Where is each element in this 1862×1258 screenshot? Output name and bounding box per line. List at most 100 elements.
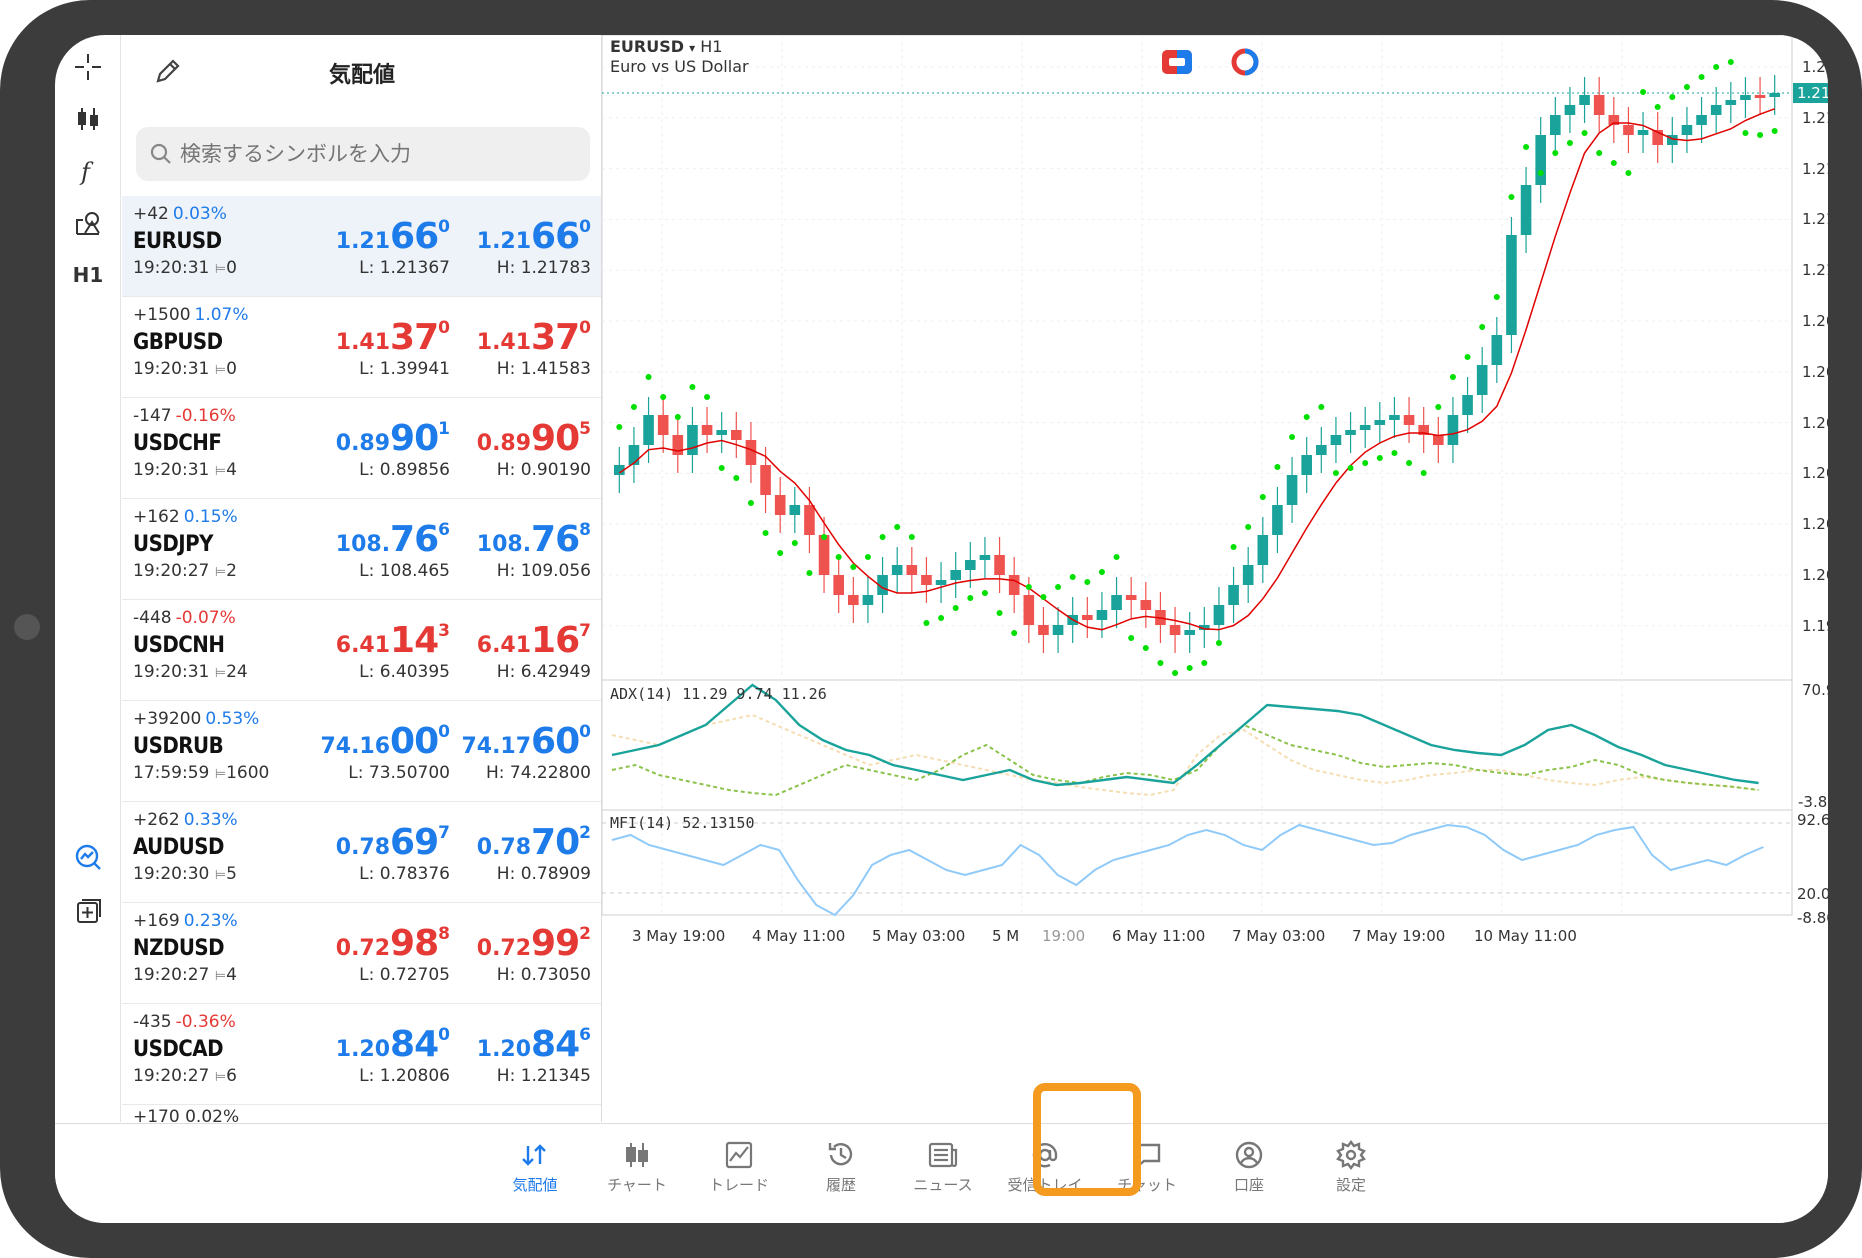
- ask-large: 37: [531, 317, 580, 358]
- low-price: L: 73.50700: [348, 763, 450, 783]
- spread-value: 2: [226, 561, 237, 581]
- sar-dot: [1376, 455, 1383, 461]
- quote-row[interactable]: +1500 1.07% GBPUSD 19:20:31 ⊨0 1.41370 1.4137…: [122, 297, 601, 398]
- ask-sup: 0: [579, 722, 591, 742]
- candle-body: [1140, 600, 1152, 610]
- signal-icon[interactable]: [1230, 47, 1260, 77]
- tab-news[interactable]: ニュース: [898, 1134, 988, 1214]
- price-tick: 1.20620: [1802, 413, 1828, 432]
- time-value: 19:20:27: [133, 965, 210, 985]
- bid-small: 0.78: [335, 835, 391, 860]
- sar-dot: [1055, 584, 1062, 590]
- sar-dot: [1201, 660, 1208, 666]
- quote-time: 19:20:30 ⊨5: [133, 864, 237, 884]
- chart-canvas[interactable]: [602, 35, 1828, 1122]
- quote-row[interactable]: -435 -0.36% USDCAD 19:20:27 ⊨6 1.20840 1.2084…: [122, 1004, 601, 1105]
- candle-body: [1520, 185, 1532, 235]
- change-points: +169: [133, 911, 180, 931]
- indicators-icon[interactable]: f: [64, 147, 112, 195]
- low-price: L: 0.72705: [359, 965, 450, 985]
- new-window-icon[interactable]: [64, 887, 112, 935]
- tab-history[interactable]: 履歴: [796, 1134, 886, 1214]
- candle-body: [1710, 105, 1722, 115]
- bid-small: 74.16: [320, 734, 391, 759]
- history-icon: [828, 1142, 853, 1166]
- quote-time: 19:20:27 ⊨6: [133, 1066, 237, 1086]
- tab-chart[interactable]: チャート: [592, 1134, 682, 1214]
- search-input[interactable]: [180, 142, 560, 166]
- candle-body: [1374, 420, 1386, 425]
- adx-label: ADX(14) 11.29 9.74 11.26: [610, 685, 827, 703]
- candle-body: [877, 575, 888, 595]
- quotes-list: +42 0.03% EURUSD 19:20:31 ⊨0 1.21660 1.21660 L…: [122, 196, 601, 1105]
- objects-icon[interactable]: [64, 199, 112, 247]
- quote-row[interactable]: +42 0.03% EURUSD 19:20:31 ⊨0 1.21660 1.21660 L…: [122, 196, 601, 297]
- pencil-icon[interactable]: [152, 55, 184, 87]
- candlestick-icon[interactable]: [64, 95, 112, 143]
- time-value: 19:20:31: [133, 662, 210, 682]
- chat-tab-highlight: [1033, 1083, 1141, 1196]
- candle-body: [760, 465, 771, 495]
- sar-dot: [762, 530, 769, 536]
- candle-body: [731, 430, 742, 440]
- spread-value: 24: [226, 662, 248, 682]
- quote-row[interactable]: -448 -0.07% USDCNH 19:20:31 ⊨24 6.41143 6.411…: [122, 600, 601, 701]
- high-price: H: 1.41583: [496, 359, 591, 379]
- candle-body: [1754, 95, 1766, 98]
- quote-row[interactable]: +39200 0.53% USDRUB 17:59:59 ⊨1600 74.16000 7…: [122, 701, 601, 802]
- spread-value: 5: [226, 864, 237, 884]
- ask-small: 0.78: [476, 835, 532, 860]
- symbol-search[interactable]: [136, 127, 590, 181]
- sar-dot: [1040, 594, 1047, 600]
- low-price: L: 1.21367: [359, 258, 450, 278]
- sar-dot: [1464, 354, 1471, 360]
- tab-account[interactable]: 口座: [1204, 1134, 1294, 1214]
- sar-dot: [1596, 150, 1603, 156]
- ask-sup: 0: [579, 318, 591, 338]
- bid-large: 14: [390, 620, 439, 661]
- ask-price: 1.21660: [477, 216, 591, 260]
- timeframe-button[interactable]: H1: [64, 251, 112, 299]
- timeframe-label: H1: [72, 263, 104, 287]
- bid-sup: 7: [438, 823, 450, 843]
- sar-dot: [645, 374, 652, 380]
- chart-symbol[interactable]: EURUSD ▾ H1: [610, 37, 722, 56]
- sar-dot: [1610, 160, 1617, 166]
- chart-area[interactable]: EURUSD ▾ H1 Euro vs US Dollar ADX(14) 11…: [602, 35, 1828, 1122]
- bid-small: 1.21: [335, 229, 391, 254]
- change-percent: -0.16%: [175, 406, 236, 426]
- quote-row[interactable]: +169 0.23% NZDUSD 19:20:27 ⊨4 0.72988 0.72992…: [122, 903, 601, 1004]
- tab-trade[interactable]: トレード: [694, 1134, 784, 1214]
- tab-settings[interactable]: 設定: [1306, 1134, 1396, 1214]
- bid-small: 108.: [335, 532, 391, 557]
- time-tick: 10 May 11:00: [1474, 927, 1577, 945]
- ask-price: 6.41167: [477, 620, 591, 664]
- time-tick: 7 May 19:00: [1352, 927, 1446, 945]
- mfi-tick-mid: 20.00000: [1797, 885, 1828, 903]
- tab-quotes[interactable]: 気配値: [490, 1134, 580, 1214]
- trade-chart-icon[interactable]: [64, 833, 112, 881]
- ask-small: 108.: [476, 532, 532, 557]
- quote-row[interactable]: -147 -0.16% USDCHF 19:20:31 ⊨4 0.89901 0.8990…: [122, 398, 601, 499]
- trade-icon: [725, 1141, 753, 1169]
- sar-dot: [1713, 64, 1720, 70]
- ask-large: 16: [531, 620, 580, 661]
- candle-body: [1359, 425, 1371, 430]
- candle-body: [1769, 93, 1780, 97]
- quote-change: +169 0.23%: [133, 911, 238, 931]
- quote-row[interactable]: +262 0.33% AUDUSD 19:20:30 ⊨5 0.78697 0.78702…: [122, 802, 601, 903]
- sar-dot: [791, 540, 798, 546]
- ask-large: 70: [531, 822, 580, 863]
- bid-large: 37: [390, 317, 439, 358]
- sar-dot: [630, 404, 637, 410]
- tab-label: ニュース: [913, 1176, 973, 1194]
- bid-sup: 0: [438, 217, 450, 237]
- candle-body: [1242, 565, 1254, 585]
- sar-dot: [733, 475, 740, 481]
- bid-large: 66: [390, 216, 439, 257]
- crosshair-icon[interactable]: [64, 43, 112, 91]
- one-click-trading-icon[interactable]: [1162, 50, 1192, 74]
- time-value: 19:20:30: [133, 864, 210, 884]
- svg-text:f: f: [79, 158, 94, 186]
- quote-row[interactable]: +162 0.15% USDJPY 19:20:27 ⊨2 108.766 108.768…: [122, 499, 601, 600]
